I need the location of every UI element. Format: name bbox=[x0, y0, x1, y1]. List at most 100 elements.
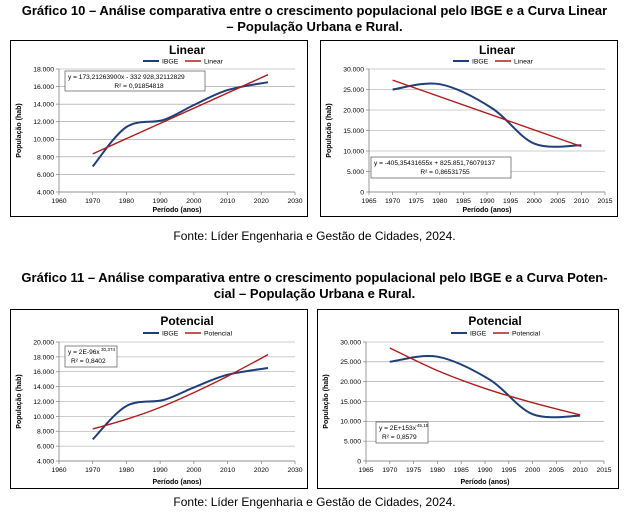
figure-title-line2: cial – População Urbana e Rural. bbox=[213, 286, 416, 301]
legend-label-trend: Potencial bbox=[512, 330, 540, 337]
x-tick-label: 2030 bbox=[287, 198, 302, 205]
chart-title: Linear bbox=[479, 43, 515, 57]
r-squared: R² = 0,86531755 bbox=[420, 169, 470, 176]
x-tick-label: 2010 bbox=[574, 198, 589, 205]
x-tick-label: 1995 bbox=[503, 198, 518, 205]
x-tick-label: 2000 bbox=[186, 198, 201, 205]
x-tick-label: 1970 bbox=[85, 467, 100, 474]
series-line-ibge bbox=[389, 355, 581, 419]
chart-linear-rural: 0 5.000 10.000 15.000 20.000 25.000 30.000 1965… bbox=[320, 40, 618, 217]
series-line-ibge bbox=[91, 367, 269, 441]
x-tick-label: 2000 bbox=[186, 467, 201, 474]
r-squared: R² = 0,8579 bbox=[382, 434, 417, 441]
x-tick-label: 1980 bbox=[119, 467, 134, 474]
y-tick-label: 6.000 bbox=[37, 172, 54, 179]
legend-label-trend: Linear bbox=[514, 58, 534, 65]
y-tick-label: 14.000 bbox=[33, 384, 54, 391]
series-line-trend bbox=[389, 347, 581, 416]
y-tick-label: 30.000 bbox=[340, 339, 361, 346]
annotation-box bbox=[375, 421, 429, 444]
y-tick-label: 18.000 bbox=[33, 354, 54, 361]
x-tick-label: 1990 bbox=[153, 467, 168, 474]
chart-svg: 4.000 6.000 8.000 10.000 12.000 14.000 16.000 1… bbox=[16, 314, 303, 486]
y-tick-label: 6.000 bbox=[37, 444, 54, 451]
chart-svg: 0 5.000 10.000 15.000 20.000 25.000 30.000 1965… bbox=[323, 314, 612, 486]
y-tick-label: 5.000 bbox=[347, 169, 364, 176]
y-tick-label: 10.000 bbox=[340, 419, 361, 426]
figure-11-source: Fonte: Líder Engenharia e Gestão de Cida… bbox=[173, 495, 456, 509]
y-axis-label: População (hab) bbox=[323, 374, 330, 428]
x-tick-label: 2010 bbox=[220, 467, 235, 474]
chart-potential-urban: 4.000 6.000 8.000 10.000 12.000 14.000 16.000 1… bbox=[10, 309, 308, 489]
x-tick-label: 2010 bbox=[573, 467, 588, 474]
y-tick-label: 4.000 bbox=[37, 458, 54, 465]
figure-10-source: Fonte: Líder Engenharia e Gestão de Cida… bbox=[173, 229, 456, 243]
y-tick-label: 20.000 bbox=[343, 107, 364, 114]
chart-svg: 0 5.000 10.000 15.000 20.000 25.000 30.000 1965… bbox=[326, 43, 613, 214]
x-tick-label: 1985 bbox=[454, 467, 469, 474]
y-tick-label: 4.000 bbox=[37, 189, 54, 196]
y-tick-label: 12.000 bbox=[33, 399, 54, 406]
x-tick-label: 2005 bbox=[549, 467, 564, 474]
y-tick-label: 25.000 bbox=[340, 359, 361, 366]
legend-label-ibge: IBGE bbox=[162, 58, 179, 65]
y-tick-label: 15.000 bbox=[340, 399, 361, 406]
y-tick-label: 0 bbox=[360, 189, 364, 196]
y-tick-label: 30.000 bbox=[343, 66, 364, 73]
x-axis-label: Período (anos) bbox=[152, 207, 201, 214]
x-tick-label: 1965 bbox=[361, 198, 376, 205]
y-tick-label: 20.000 bbox=[340, 379, 361, 386]
x-tick-label: 1970 bbox=[385, 198, 400, 205]
chart-linear-urban: 4.000 6.000 8.000 10.000 12.000 14.000 16.000 1… bbox=[10, 40, 308, 217]
chart-svg: 4.000 6.000 8.000 10.000 12.000 14.000 16.000 1… bbox=[16, 43, 303, 214]
series-line-ibge bbox=[91, 81, 269, 168]
x-tick-label: 1970 bbox=[85, 198, 100, 205]
trend-equation: y = -405,35431655x + 825.851,76079137 bbox=[374, 160, 495, 167]
x-tick-label: 2020 bbox=[254, 198, 269, 205]
y-tick-label: 12.000 bbox=[33, 119, 54, 126]
x-tick-label: 2020 bbox=[254, 467, 269, 474]
series-line-trend bbox=[392, 79, 582, 148]
x-axis-label: Período (anos) bbox=[460, 479, 509, 486]
y-tick-label: 15.000 bbox=[343, 128, 364, 135]
y-tick-label: 8.000 bbox=[37, 429, 54, 436]
x-tick-label: 1975 bbox=[406, 467, 421, 474]
y-tick-label: 25.000 bbox=[343, 87, 364, 94]
legend-label-ibge: IBGE bbox=[472, 58, 489, 65]
x-tick-label: 1960 bbox=[51, 198, 66, 205]
figure-title-line2: – População Urbana e Rural. bbox=[226, 19, 403, 34]
y-tick-label: 10.000 bbox=[33, 137, 54, 144]
annotation-box bbox=[64, 345, 118, 368]
x-tick-label: 2010 bbox=[220, 198, 235, 205]
x-tick-label: 1970 bbox=[382, 467, 397, 474]
x-tick-label: 2015 bbox=[597, 198, 612, 205]
chart-title: Potencial bbox=[160, 314, 213, 328]
series-line-trend bbox=[92, 74, 269, 155]
y-tick-label: 18.000 bbox=[33, 66, 54, 73]
x-tick-label: 2030 bbox=[287, 467, 302, 474]
x-tick-label: 1980 bbox=[430, 467, 445, 474]
y-tick-label: 0 bbox=[357, 458, 361, 465]
x-tick-label: 1985 bbox=[456, 198, 471, 205]
r-squared: R² = 0,91854818 bbox=[114, 83, 164, 90]
x-tick-label: 1975 bbox=[409, 198, 424, 205]
x-tick-label: 1965 bbox=[358, 467, 373, 474]
legend-label-trend: Linear bbox=[204, 58, 224, 65]
trend-exponent: 30,374 bbox=[101, 347, 115, 352]
legend-label-ibge: IBGE bbox=[470, 330, 487, 337]
trend-exponent: -45,15 bbox=[415, 423, 428, 428]
x-tick-label: 2000 bbox=[527, 198, 542, 205]
y-axis-label: População (hab) bbox=[16, 103, 23, 157]
figure-10-title: Gráfico 10 – Análise comparativa entre o… bbox=[0, 3, 629, 35]
y-tick-label: 10.000 bbox=[33, 414, 54, 421]
y-tick-label: 16.000 bbox=[33, 84, 54, 91]
figure-11-title: Gráfico 11 – Análise comparativa entre o… bbox=[0, 270, 629, 302]
y-axis-label: População (hab) bbox=[326, 103, 333, 157]
annotation-box bbox=[64, 70, 206, 92]
legend-label-ibge: IBGE bbox=[162, 330, 179, 337]
figure-title-line1: Gráfico 10 – Análise comparativa entre o… bbox=[21, 3, 608, 18]
y-tick-label: 10.000 bbox=[343, 148, 364, 155]
chart-title: Linear bbox=[169, 43, 205, 57]
x-tick-label: 1990 bbox=[153, 198, 168, 205]
figure-title-line1: Gráfico 11 – Análise comparativa entre o… bbox=[21, 270, 608, 285]
